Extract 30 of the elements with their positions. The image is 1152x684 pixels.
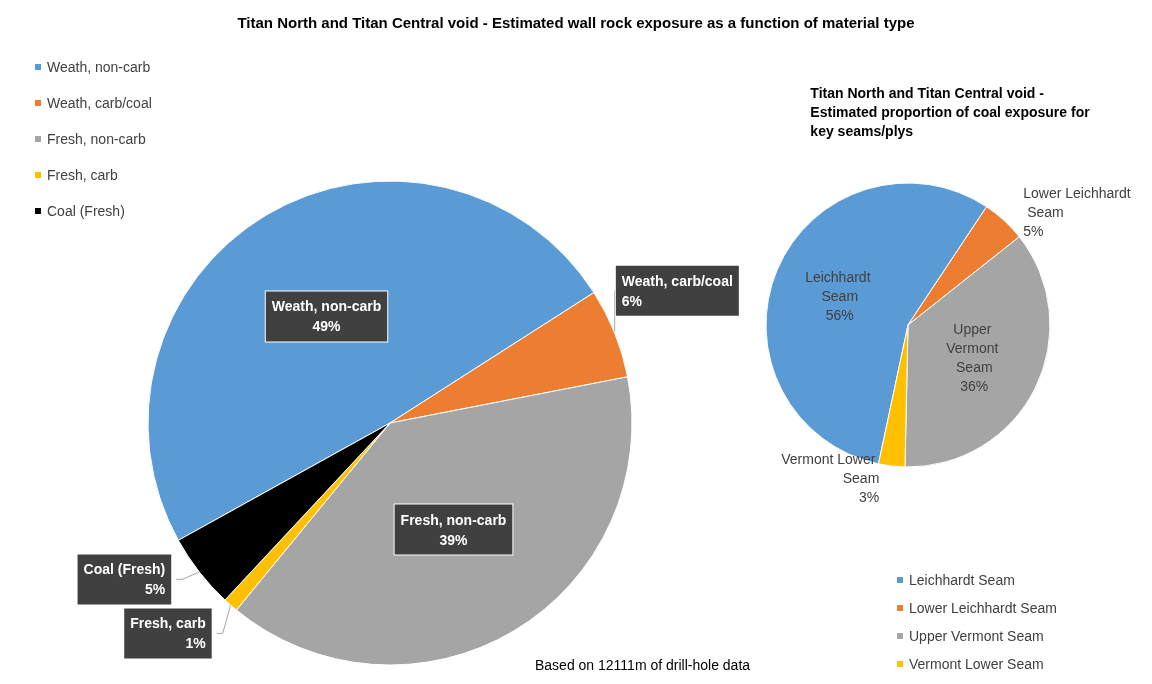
legend-label: Weath, carb/coal — [47, 95, 152, 111]
legend-label: Leichhardt Seam — [909, 572, 1015, 588]
text: Based on 12111m of drill-hole data — [535, 657, 751, 673]
slice-label: Weath, non-carb — [271, 298, 382, 315]
data-label: 3% — [859, 488, 880, 505]
legend-label: Fresh, carb — [47, 167, 119, 183]
data-label: 39% — [439, 531, 469, 548]
data-label: 56% — [825, 307, 854, 324]
legend-label: Weath, non-carb — [47, 59, 151, 75]
legend-label: Vermont Lower Seam — [909, 656, 1044, 672]
slice-label: Lower Leichhardt Seam — [1023, 184, 1131, 220]
slice-label: Upper Vermont Seam — [946, 321, 1003, 376]
chart-title: Titan North and Titan Central void - Estimated wall rock exposure as a function of material type — [237, 14, 915, 31]
slice-label: Weath, carb/coal — [621, 272, 733, 289]
slice-label: Fresh, non-carb — [400, 511, 507, 528]
legend-label: Coal (Fresh) — [47, 203, 125, 219]
data-label: 5% — [144, 581, 166, 598]
data-label: 49% — [312, 318, 342, 335]
legend-label: Upper Vermont Seam — [909, 628, 1044, 644]
legend-label: Fresh, non-carb — [47, 131, 147, 147]
chart-title: Titan North and Titan Central void - Estimated proportion of coal exposure for key seams/plys — [810, 84, 1091, 139]
data-label: 5% — [1023, 222, 1044, 239]
data-label: 6% — [621, 292, 643, 309]
data-label: 1% — [185, 635, 207, 652]
data-label: 36% — [960, 378, 989, 395]
slice-label: Coal (Fresh) — [83, 561, 166, 578]
slice-label: Vermont Lower Seam — [781, 450, 880, 486]
slice-label: Leichhardt Seam — [805, 269, 875, 305]
legend-label: Lower Leichhardt Seam — [909, 600, 1057, 616]
slice-label: Fresh, carb — [130, 615, 206, 632]
